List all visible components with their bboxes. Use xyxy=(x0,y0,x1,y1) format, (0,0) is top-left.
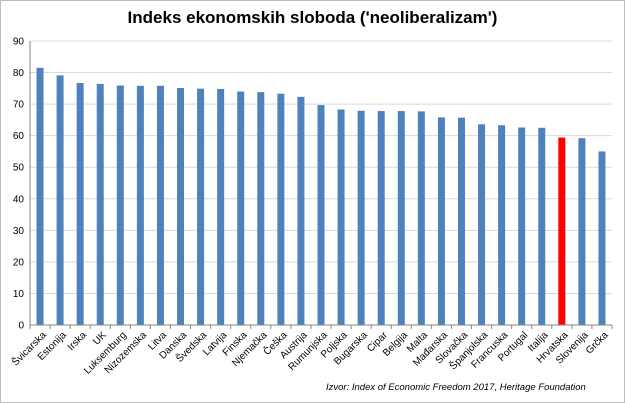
bar-12 xyxy=(277,93,285,325)
bars xyxy=(36,67,606,326)
bar-13 xyxy=(297,96,305,325)
bar-24 xyxy=(518,127,526,326)
bar-14 xyxy=(317,105,325,325)
y-tick-label: 80 xyxy=(13,68,25,79)
y-tick-labels: 0 10 20 30 40 50 60 70 80 90 xyxy=(13,37,25,332)
bar-27 xyxy=(578,138,586,325)
y-tick-label: 90 xyxy=(13,37,25,48)
bar-9 xyxy=(217,88,225,326)
bar-1 xyxy=(56,75,64,326)
bar-26 xyxy=(558,137,566,325)
bar-28 xyxy=(598,151,606,325)
x-tick-label: Irska xyxy=(66,330,89,353)
bar-4 xyxy=(116,85,124,326)
y-tick-label: 10 xyxy=(13,289,25,300)
bar-15 xyxy=(337,109,345,325)
y-tick-label: 20 xyxy=(13,257,25,268)
source-note: Izvor: Index of Economic Freedom 2017, H… xyxy=(326,382,586,393)
bar-0 xyxy=(36,67,44,325)
y-tick-label: 70 xyxy=(13,100,25,111)
bar-20 xyxy=(437,117,445,325)
bar-6 xyxy=(156,85,164,325)
y-tick-label: 60 xyxy=(13,131,25,142)
bar-18 xyxy=(397,111,405,325)
bar-21 xyxy=(457,117,465,326)
y-tick-label: 50 xyxy=(13,163,25,174)
bar-3 xyxy=(96,83,104,325)
bar-11 xyxy=(257,92,265,326)
bar-7 xyxy=(177,88,185,326)
x-tick-label: Grčka xyxy=(584,330,611,357)
bar-10 xyxy=(237,91,245,326)
bar-22 xyxy=(478,124,486,325)
bar-16 xyxy=(357,110,365,326)
bar-25 xyxy=(538,127,546,325)
y-tick-label: 40 xyxy=(13,194,25,205)
y-tick-label: 30 xyxy=(13,226,25,237)
y-tick-label: 0 xyxy=(18,321,24,332)
bar-23 xyxy=(498,125,506,325)
chart-title: Indeks ekonomskih sloboda ('neoliberaliz… xyxy=(127,8,498,27)
bar-8 xyxy=(197,88,205,326)
bar-2 xyxy=(76,82,84,325)
bar-17 xyxy=(377,111,385,325)
bar-5 xyxy=(136,85,144,325)
bar-19 xyxy=(417,111,425,326)
